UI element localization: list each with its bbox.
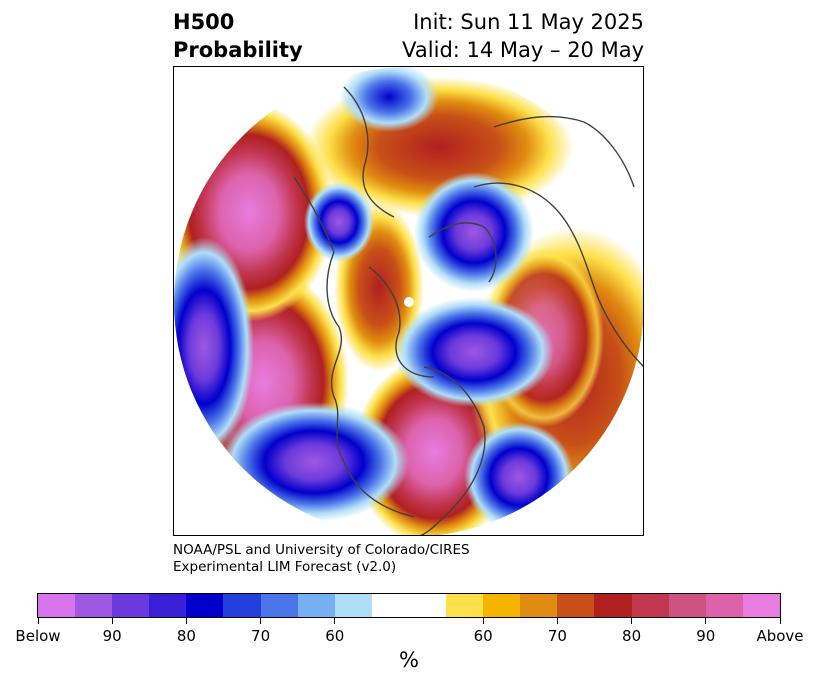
credit-text: NOAA/PSL and University of Colorado/CIRE…	[173, 542, 470, 576]
colorbar-segment	[149, 594, 187, 617]
colorbar-tick-label: 70	[547, 627, 567, 645]
colorbar-segment	[223, 594, 261, 617]
colorbar-segment	[408, 594, 447, 617]
title-variable: H500	[173, 10, 235, 34]
polar-map-svg	[174, 67, 643, 535]
colorbar-segment	[520, 594, 558, 617]
colorbar-tick-label: Above	[756, 627, 804, 645]
anomaly-north-europe-below	[339, 67, 439, 132]
coastlines	[293, 86, 643, 535]
colorbar-segment	[112, 594, 150, 617]
anomaly-siberia-below	[414, 172, 534, 292]
colorbar-segment	[705, 594, 743, 617]
colorbar-tick	[260, 618, 262, 624]
colorbar-tick-label: 70	[251, 627, 271, 645]
colorbar-tick	[482, 618, 484, 624]
colorbar-segment	[557, 594, 595, 617]
colorbar-segment	[742, 594, 780, 617]
colorbar-tick	[111, 618, 113, 624]
colorbar-tick	[185, 618, 187, 624]
north-pole-dot	[404, 297, 414, 307]
plot-title-right: Init: Sun 11 May 2025 Valid: 14 May – 20…	[402, 8, 644, 64]
colorbar-segment	[668, 594, 706, 617]
colorbar-tick-label: 90	[102, 627, 122, 645]
probability-field	[174, 67, 643, 535]
colorbar-tick	[37, 618, 39, 624]
colorbar-tick	[334, 618, 336, 624]
colorbar-tick-label: 80	[176, 627, 196, 645]
colorbar-segment	[631, 594, 669, 617]
credit-line-1: NOAA/PSL and University of Colorado/CIRE…	[173, 542, 470, 558]
anomaly-greenland-below	[394, 297, 554, 407]
colorbar-tick-label: 80	[622, 627, 642, 645]
colorbar-segment	[297, 594, 335, 617]
colorbar-segment	[334, 594, 372, 617]
colorbar-tick-label: 60	[325, 627, 345, 645]
colorbar-segment	[483, 594, 521, 617]
title-quantity: Probability	[173, 38, 303, 62]
colorbar-unit-label: %	[399, 648, 419, 672]
colorbar-tick	[779, 618, 781, 624]
colorbar-segment	[594, 594, 632, 617]
init-date: Init: Sun 11 May 2025	[413, 10, 644, 34]
colorbar-tick	[705, 618, 707, 624]
anomaly-gulf-alaska-below	[304, 182, 374, 262]
colorbar-segment	[38, 594, 76, 617]
credit-line-2: Experimental LIM Forecast (v2.0)	[173, 559, 397, 575]
anomaly-atlantic-below	[464, 422, 574, 532]
probability-map	[173, 66, 644, 536]
colorbar-segment	[371, 594, 409, 617]
colorbar	[37, 593, 781, 618]
colorbar-segment	[260, 594, 298, 617]
plot-title-left: H500 Probability	[173, 8, 303, 64]
colorbar-tick-label: 90	[696, 627, 716, 645]
colorbar-segment	[75, 594, 113, 617]
colorbar-segment	[186, 594, 224, 617]
valid-range: Valid: 14 May – 20 May	[402, 38, 644, 62]
colorbar-tick-label: 60	[473, 627, 493, 645]
colorbar-tick-label: Below	[15, 627, 61, 645]
colorbar-tick	[556, 618, 558, 624]
colorbar-segment	[446, 594, 484, 617]
colorbar-tick	[631, 618, 633, 624]
